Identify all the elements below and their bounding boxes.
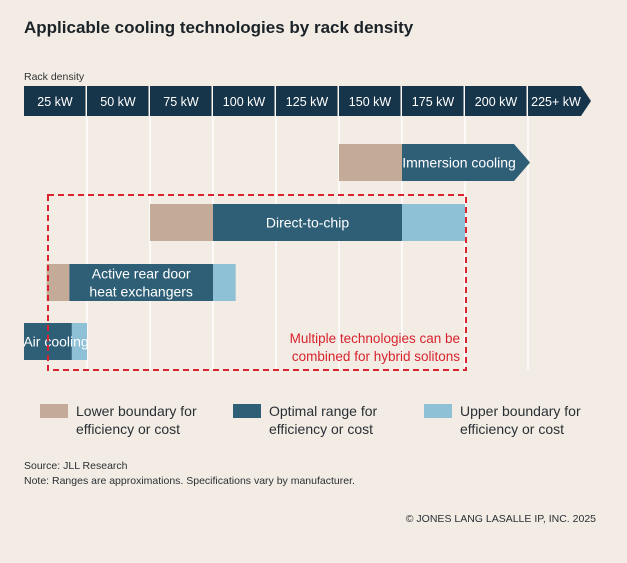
bar-segment-optimal [402,144,530,181]
axis-cell [150,86,212,116]
bar-direct-to-chip: Direct-to-chip [150,204,465,241]
bar-segment-lower [150,204,213,241]
hybrid-dashed-box [47,194,467,371]
bar-segment-upper [213,264,236,301]
bar-active-rear-door-heat-exchangers: Active rear door heat exchangers [46,264,236,301]
axis-tick-label: 175 kW [412,95,455,109]
note-text: Note: Ranges are approximations. Specifi… [24,475,355,487]
bar-label: Immersion cooling [402,155,516,171]
bar-segment-upper [402,204,465,241]
axis-tick-label: 125 kW [286,95,329,109]
axis-tick-label: 75 kW [163,95,199,109]
legend-swatch [424,404,452,418]
legend-swatch [40,404,68,418]
axis-tick-label: 100 kW [223,95,266,109]
legend-item-upper: Upper boundary for efficiency or cost [424,403,581,437]
bar-air-cooling: Air cooling [23,323,89,360]
axis-cell [276,86,338,116]
bar-segment-optimal [213,204,402,241]
axis-tick-label: 200 kW [475,95,518,109]
axis-cell [465,86,527,116]
bars: Immersion cooling Direct-to-chip Active re… [23,144,530,360]
axis-cell [339,86,401,116]
axis-cell [528,86,591,116]
legend-label: Upper boundary for efficiency or cost [460,403,581,437]
copyright-text: © JONES LANG LASALLE IP, INC. 2025 [406,513,596,525]
source-text: Source: JLL Research [24,460,128,472]
legend-swatch [233,404,261,418]
bar-segment-lower [339,144,402,181]
axis-band: 25 kW 50 kW 75 kW 100 kW 125 kW 150 kW 175 kW 2… [24,86,591,116]
legend-label: Lower boundary for efficiency or cost [76,403,197,437]
axis-cell [213,86,275,116]
legend-item-optimal: Optimal range for efficiency or cost [233,403,377,437]
axis-tick-label: 25 kW [37,95,73,109]
bar-segment-upper [71,323,87,360]
bar-immersion-cooling: Immersion cooling [339,144,530,181]
bar-segment-lower [46,264,70,301]
hybrid-note: Multiple technologies can be combined for… [290,331,461,364]
axis-cell [402,86,464,116]
bar-label: Air cooling [23,334,88,350]
bar-label: Direct-to-chip [266,215,349,231]
axis-cell [87,86,149,116]
bar-label: Active rear door heat exchangers [89,266,193,300]
hybrid-annotation: Multiple technologies can be combined for… [47,194,467,371]
axis-tick-label: 225+ kW [531,95,581,109]
chart-title: Applicable cooling technologies by rack … [24,18,414,37]
bar-segment-optimal [69,264,213,301]
legend-label: Optimal range for efficiency or cost [269,403,377,437]
legend-item-lower: Lower boundary for efficiency or cost [40,403,197,437]
axis-tick-label: 50 kW [100,95,136,109]
axis-label: Rack density [24,71,85,83]
axis-tick-label: 150 kW [349,95,392,109]
axis-cell [24,86,86,116]
legend: Lower boundary for efficiency or cost Opti… [40,403,581,437]
